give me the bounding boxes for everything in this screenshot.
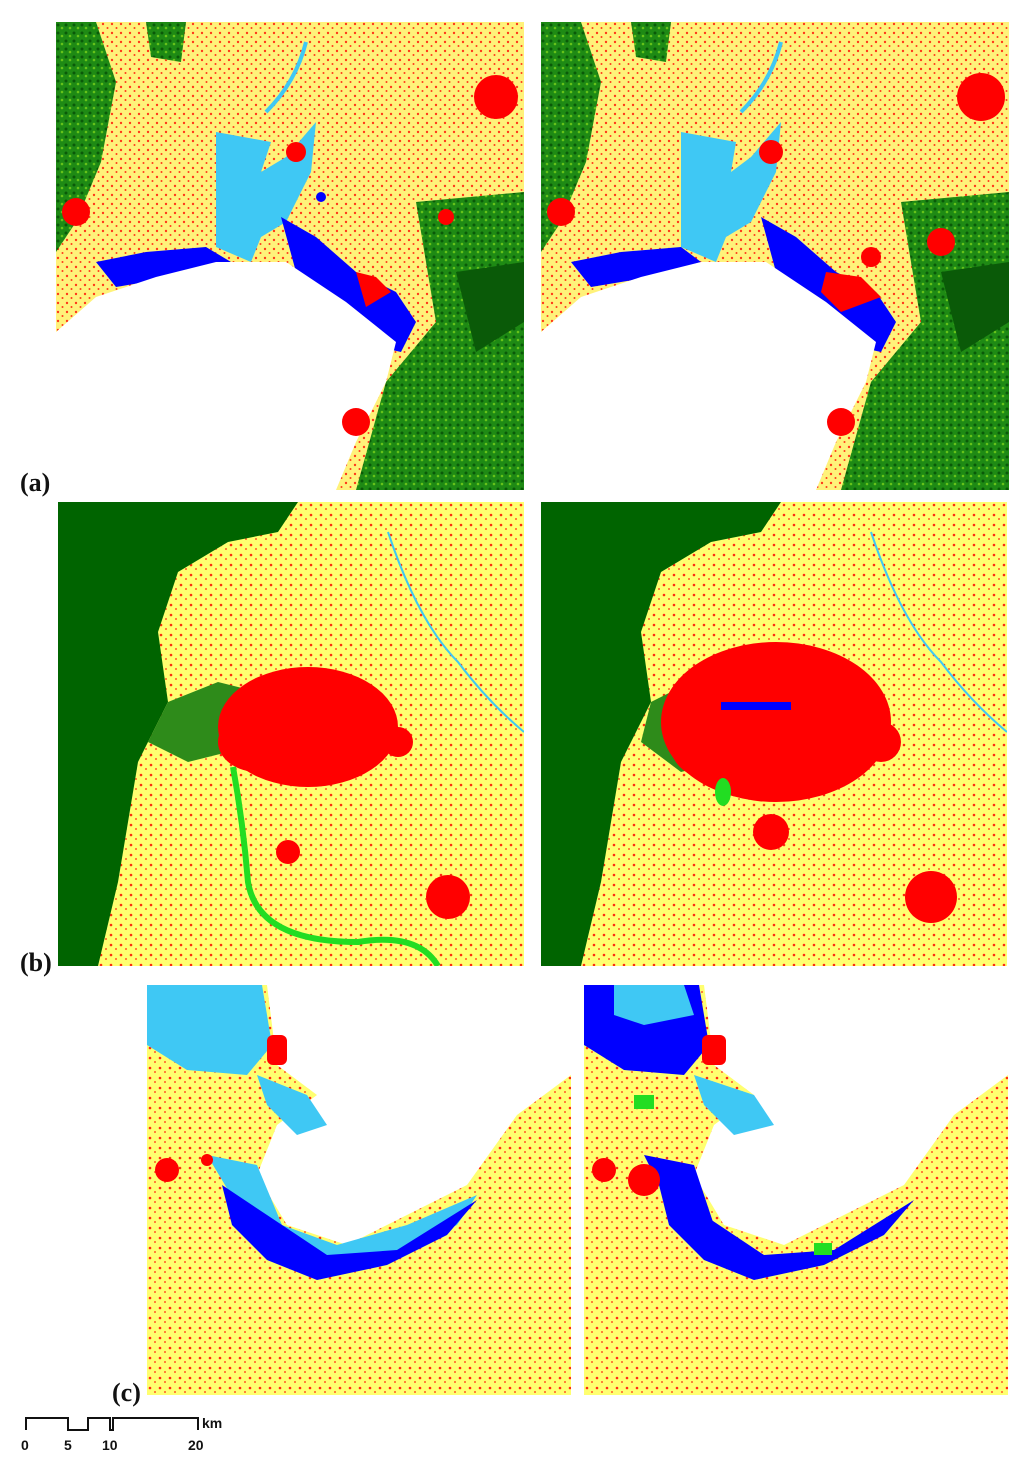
- panel-label-c: (c): [112, 1378, 141, 1407]
- map-c-right: [584, 985, 1008, 1395]
- scale-tick-0: 0: [21, 1437, 29, 1453]
- scale-tick-10: 10: [102, 1437, 118, 1453]
- scale-tick-5: 5: [64, 1437, 72, 1453]
- map-a-right: [541, 22, 1009, 490]
- scale-unit-label: km: [202, 1415, 222, 1431]
- panel-label-b: (b): [20, 948, 52, 977]
- scale-tick-20: 20: [188, 1437, 204, 1453]
- map-b-right: [541, 502, 1007, 966]
- map-b-left: [58, 502, 524, 966]
- panel-label-a: (a): [20, 468, 51, 497]
- scale-bar: km 0 5 10 20: [21, 1415, 222, 1453]
- map-a-left: [56, 22, 524, 490]
- map-c-left: [147, 985, 571, 1395]
